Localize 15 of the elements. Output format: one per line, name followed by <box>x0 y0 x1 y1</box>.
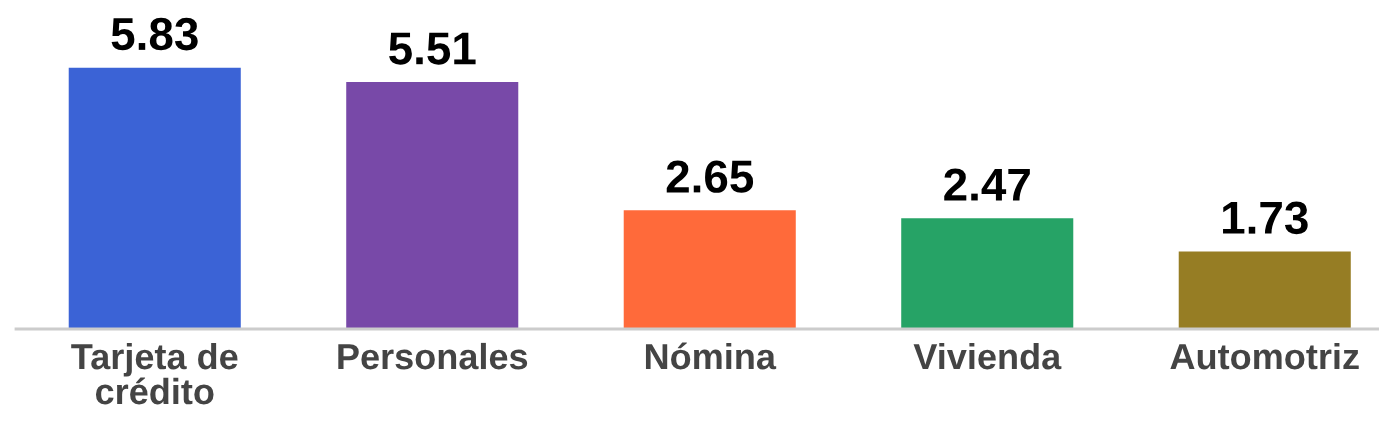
data-label: 2.47 <box>944 168 1030 201</box>
x-tick-label: Personales <box>338 342 528 370</box>
data-label: 5.51 <box>389 32 476 65</box>
bar <box>1178 251 1351 329</box>
bar <box>68 67 241 329</box>
x-tick-label: Automotriz <box>1170 342 1359 370</box>
data-label: 1.73 <box>1223 201 1308 235</box>
bar <box>623 210 796 329</box>
bar <box>901 218 1074 329</box>
x-tick-label: Nómina <box>645 342 777 370</box>
data-label: 5.83 <box>111 17 198 51</box>
x-tick-label: Tarjeta de crédito <box>71 342 238 405</box>
x-tick-label: Vivienda <box>913 342 1062 370</box>
data-label: 2.65 <box>666 160 754 193</box>
bar <box>346 82 519 329</box>
